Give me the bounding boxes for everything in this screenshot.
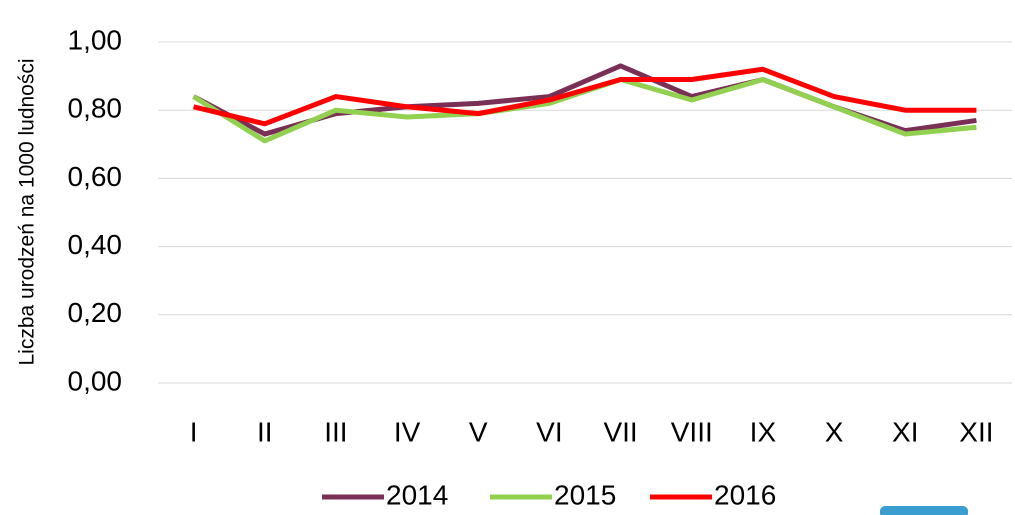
x-tick-label: III [324,416,347,447]
x-tick-label: VI [536,416,562,447]
y-tick-label: 0,80 [68,93,123,124]
y-tick-label: 0,20 [68,297,123,328]
decoration [880,506,968,515]
x-tick-label: IX [750,416,777,447]
x-tick-label: XI [892,416,918,447]
y-tick-label: 0,60 [68,161,123,192]
line-series [193,66,977,127]
legend-label: 2016 [714,479,776,510]
y-axis-label: Liczba urodzeń na 1000 ludności [16,58,39,365]
x-tick-label: I [190,416,198,447]
y-tick-label: 0,00 [68,365,123,396]
y-tick-label: 1,00 [68,24,123,55]
x-tick-label: XII [959,416,993,447]
x-tick-label: VIII [671,416,713,447]
x-tick-label: V [469,416,488,447]
x-tick-label: IV [394,416,421,447]
x-tick-label: II [257,416,273,447]
legend-label: 2014 [386,479,448,510]
x-tick-label: VII [603,416,637,447]
x-tick-label: X [825,416,844,447]
legend-label: 2015 [554,479,616,510]
y-tick-label: 0,40 [68,229,123,260]
